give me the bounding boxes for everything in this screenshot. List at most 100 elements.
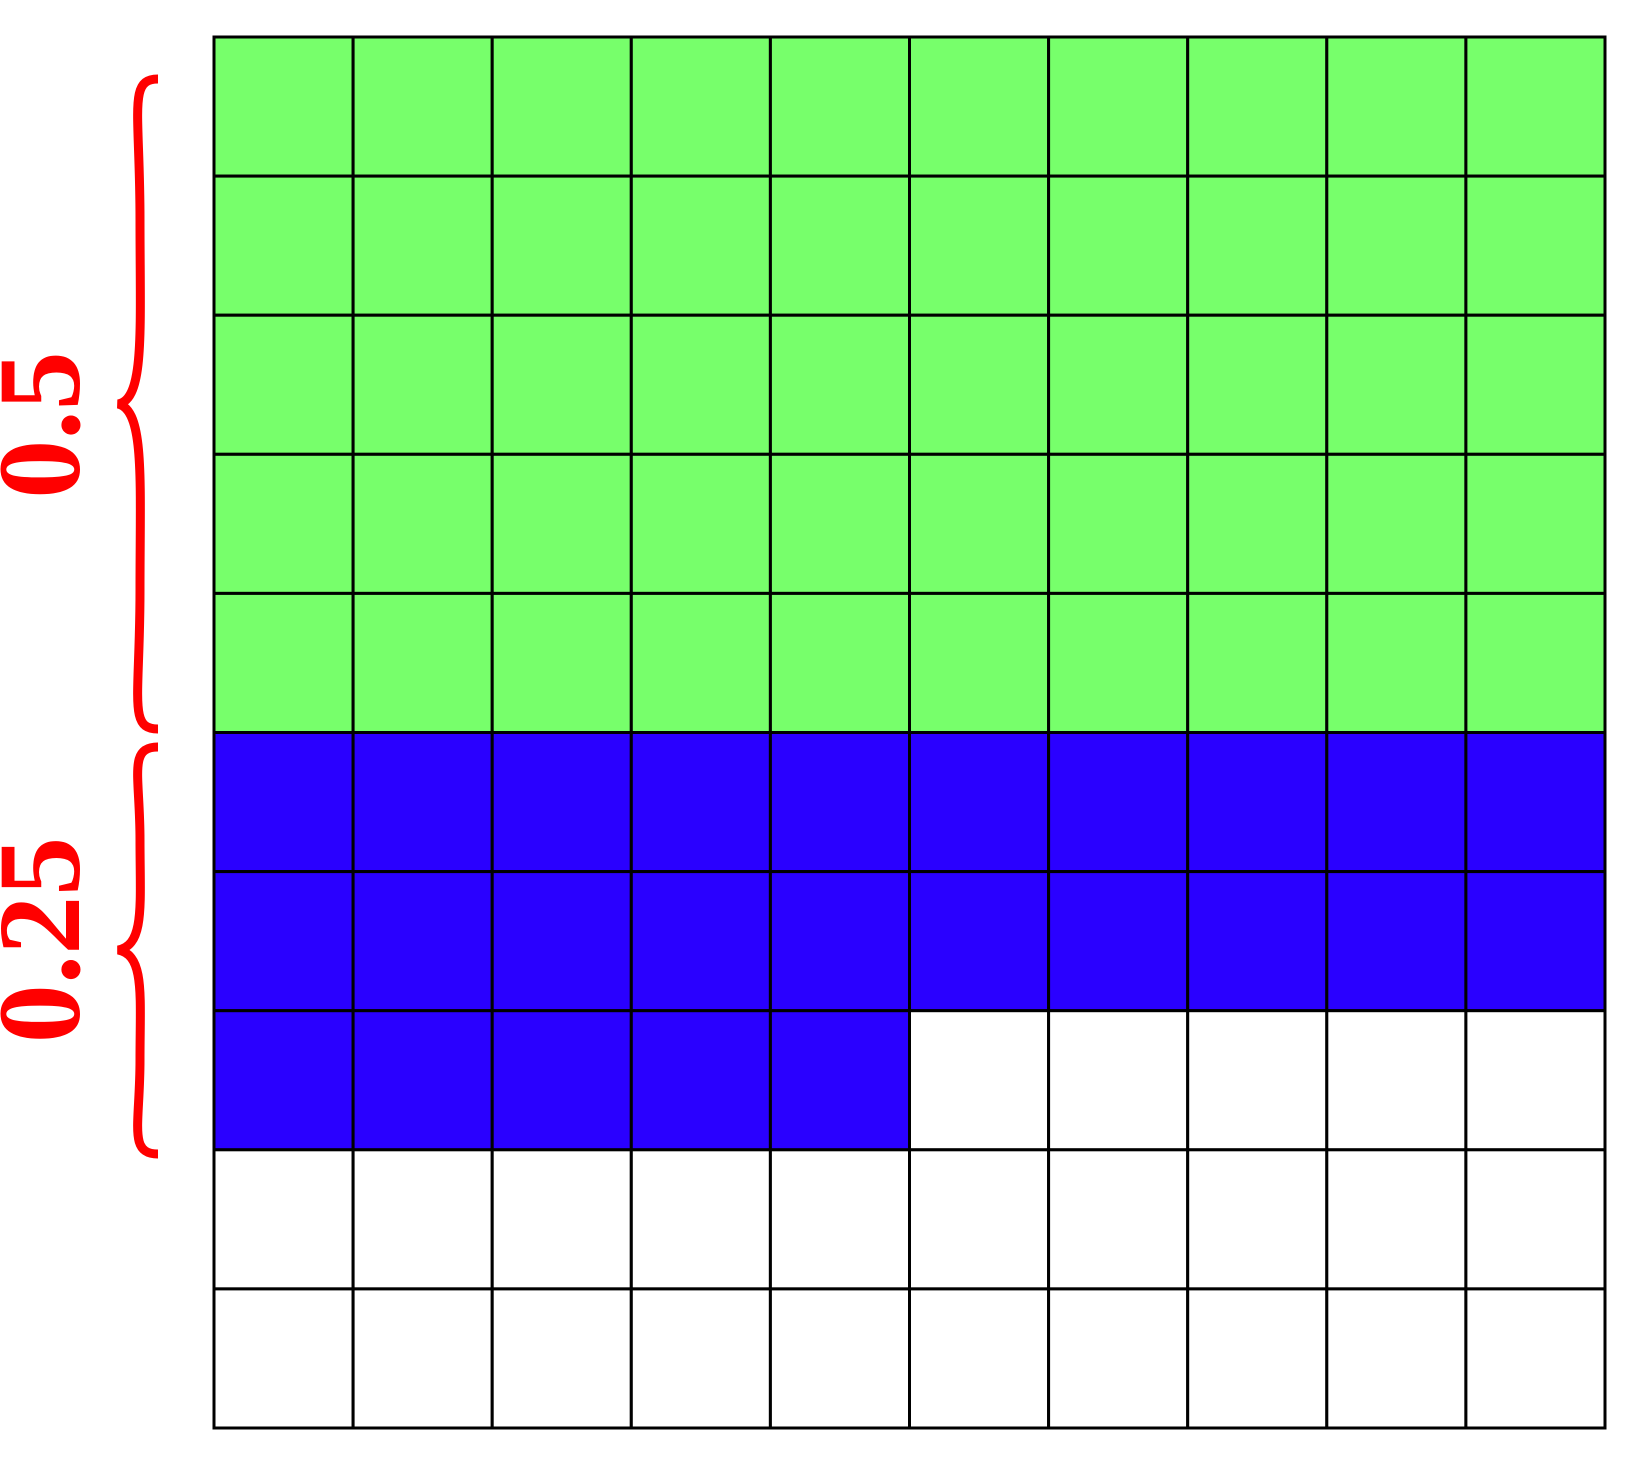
grid-cell (1464, 174, 1607, 317)
grid-cell (629, 1009, 772, 1152)
grid-cell (908, 452, 1051, 595)
grid-cell (490, 1009, 633, 1152)
grid-cell (351, 313, 494, 456)
grid-cell (629, 1148, 772, 1291)
fraction-label: 0.25 (0, 837, 105, 1044)
grid-cell (351, 591, 494, 735)
grid-cell (351, 1287, 494, 1430)
grid-cell (1464, 870, 1607, 1013)
grid-cell (490, 591, 633, 735)
grid-cell (1464, 1009, 1607, 1152)
grid-cell (490, 870, 633, 1013)
grid-cell (1325, 731, 1468, 874)
grid-cell (768, 1287, 912, 1430)
grid-cell (212, 174, 355, 317)
grid-cell (1464, 1148, 1607, 1291)
grid-cell (768, 313, 912, 456)
grid-cell (490, 313, 633, 456)
grid-cell (629, 1287, 772, 1430)
grid-cell (908, 174, 1051, 317)
grid-cell (1047, 591, 1190, 735)
grid-cell (908, 731, 1051, 874)
grid-cell (1047, 870, 1190, 1013)
grid-cell (1186, 313, 1329, 456)
grid-cell (908, 591, 1051, 735)
grid-cell (1464, 731, 1607, 874)
grid-cell (1047, 1287, 1190, 1430)
fraction-label: 0.5 (0, 351, 105, 499)
grid-cell (1464, 591, 1607, 735)
grid-cell (1047, 1009, 1190, 1152)
grid-cell (1464, 35, 1607, 178)
grid-cell (629, 731, 772, 874)
grid-cell (351, 35, 494, 178)
grid-cell (490, 452, 633, 595)
grid-cell (629, 591, 772, 735)
grid-cell (351, 1148, 494, 1291)
grid-cell (490, 1287, 633, 1430)
grid-cell (629, 870, 772, 1013)
grid-cell (212, 1009, 355, 1152)
grid-cell (768, 452, 912, 595)
grid-cell (1047, 1148, 1190, 1291)
grid-cell (1047, 174, 1190, 317)
grid-cell (1325, 1009, 1468, 1152)
grid-cell (629, 174, 772, 317)
grid-cell (768, 591, 912, 735)
grid-cell (768, 1009, 912, 1152)
grid-cell (1186, 731, 1329, 874)
grid-cell (1186, 1009, 1329, 1152)
grid-cell (212, 731, 355, 874)
grid-cell (629, 313, 772, 456)
grid-cell (1325, 1148, 1468, 1291)
grid-cell (1464, 452, 1607, 595)
grid-cell (351, 1009, 494, 1152)
brace-blue (116, 742, 159, 1159)
grid-cell (212, 870, 355, 1013)
grid-cell (1186, 174, 1329, 317)
grid-cell (212, 591, 355, 735)
grid-cell (1186, 35, 1329, 178)
grid-cell (768, 1148, 912, 1291)
grid-cell (351, 452, 494, 595)
grid-cell (351, 731, 494, 874)
grid-cell (768, 870, 912, 1013)
grid-cell (212, 452, 355, 595)
grid-cell (490, 731, 633, 874)
grid-cell (212, 35, 355, 178)
grid-cell (908, 1009, 1051, 1152)
grid-cell (1325, 591, 1468, 735)
grid-cell (908, 313, 1051, 456)
grid-cell (629, 452, 772, 595)
grid-cell (490, 35, 633, 178)
grid-cell (629, 35, 772, 178)
grid-cell (1325, 313, 1468, 456)
grid-cell (1325, 35, 1468, 178)
grid-cell (1325, 870, 1468, 1013)
grid-cell (1325, 1287, 1468, 1430)
grid-cell (768, 35, 912, 178)
grid-cell (351, 870, 494, 1013)
grid-cell (1047, 35, 1190, 178)
grid-cell (1186, 591, 1329, 735)
grid-cell (908, 1148, 1051, 1291)
grid-cell (1047, 452, 1190, 595)
grid-cell (1186, 452, 1329, 595)
grid-cell (1186, 1287, 1329, 1430)
grid-cell (1186, 870, 1329, 1013)
grid-cell (1047, 313, 1190, 456)
grid-cell (1325, 174, 1468, 317)
grid-cell (908, 1287, 1051, 1430)
grid-cell (1464, 1287, 1607, 1430)
grid-cell (212, 1148, 355, 1291)
grid-cell (490, 1148, 633, 1291)
grid-cell (1464, 313, 1607, 456)
grid-cell (908, 35, 1051, 178)
grid-cell (768, 731, 912, 874)
grid (212, 35, 1607, 1430)
grid-cell (490, 174, 633, 317)
grid-cell (1325, 452, 1468, 595)
grid-cell (212, 313, 355, 456)
grid-cell (212, 1287, 355, 1430)
